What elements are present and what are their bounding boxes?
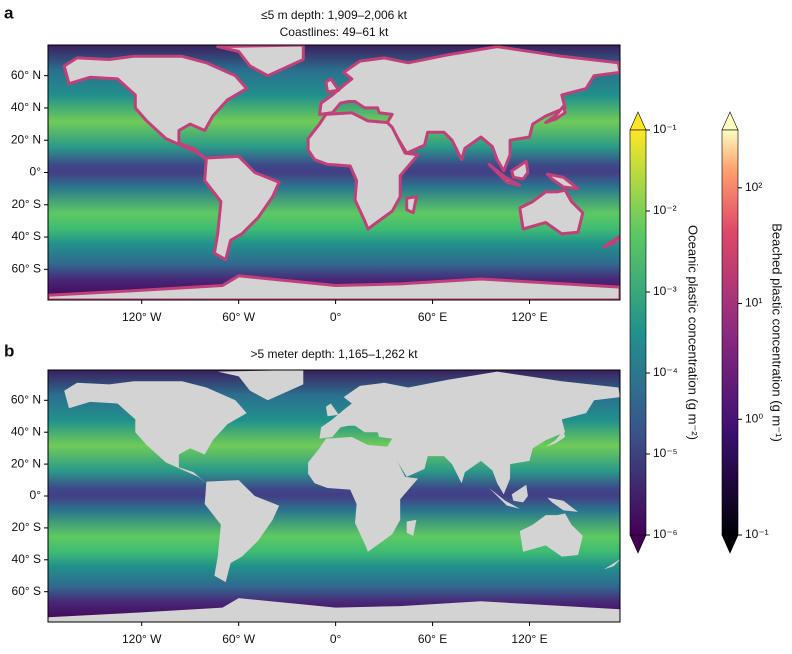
x-tick-label: 60° E bbox=[418, 632, 447, 646]
y-tick-label: 60° N bbox=[11, 68, 41, 82]
colorbar-tick-label: 10¹ bbox=[745, 296, 762, 310]
map bbox=[48, 370, 620, 622]
land bbox=[325, 403, 339, 417]
colorbar-tick-label: 10⁻² bbox=[653, 203, 677, 217]
land bbox=[319, 371, 620, 495]
land bbox=[204, 480, 280, 583]
land bbox=[308, 437, 418, 552]
land bbox=[324, 77, 341, 94]
colorbar-extend bbox=[721, 534, 739, 554]
x-tick-label: 0° bbox=[330, 310, 342, 324]
y-tick-label: 60° S bbox=[12, 584, 41, 598]
land bbox=[48, 598, 620, 622]
x-tick-label: 120° E bbox=[511, 310, 547, 324]
y-tick-label: 0° bbox=[30, 488, 42, 502]
land bbox=[547, 497, 578, 512]
y-tick-label: 20° S bbox=[12, 197, 41, 211]
panel-title: ≤5 m depth: 1,909–2,006 kt bbox=[261, 8, 408, 22]
colorbar-tick-label: 10⁻⁶ bbox=[653, 527, 678, 541]
colorbar-tick-label: 10² bbox=[745, 180, 762, 194]
colorbar-tick-label: 10⁻⁴ bbox=[653, 365, 678, 379]
land bbox=[216, 45, 305, 78]
colorbar-extend bbox=[629, 111, 647, 131]
land bbox=[406, 519, 417, 536]
land bbox=[62, 54, 249, 162]
y-tick-label: 40° N bbox=[11, 424, 41, 438]
land bbox=[519, 513, 583, 557]
colorbar-label: Oceanic plastic concentration (g m⁻²) bbox=[686, 225, 701, 440]
land bbox=[518, 188, 585, 236]
land bbox=[545, 172, 580, 191]
x-tick-label: 120° W bbox=[122, 632, 162, 646]
y-tick-label: 20° N bbox=[11, 132, 41, 146]
land bbox=[545, 430, 566, 447]
colorbar-tick-label: 10⁻⁵ bbox=[653, 446, 678, 460]
panel-title: >5 meter depth: 1,165–1,262 kt bbox=[250, 347, 418, 361]
x-tick-label: 0° bbox=[330, 632, 342, 646]
panel-letter: a bbox=[4, 3, 14, 22]
land bbox=[64, 381, 247, 484]
x-tick-label: 120° E bbox=[511, 632, 547, 646]
land bbox=[510, 159, 530, 181]
land bbox=[306, 111, 420, 231]
colorbar-tick-label: 10⁰ bbox=[745, 411, 763, 425]
colorbar-extend bbox=[629, 534, 647, 554]
colorbar bbox=[629, 129, 647, 536]
colorbar-tick-label: 10⁻¹ bbox=[653, 122, 677, 136]
y-tick-label: 40° N bbox=[11, 100, 41, 114]
y-tick-label: 40° S bbox=[12, 552, 41, 566]
colorbar-label: Beached plastic concentration (g m⁻¹) bbox=[770, 223, 785, 442]
land bbox=[217, 370, 304, 401]
colorbar-extend bbox=[721, 111, 739, 131]
map bbox=[48, 45, 620, 300]
x-tick-label: 60° W bbox=[222, 632, 255, 646]
land bbox=[544, 104, 567, 124]
panel-subtitle: Coastlines: 49–61 kt bbox=[280, 25, 389, 39]
colorbar bbox=[721, 129, 739, 536]
y-tick-label: 40° S bbox=[12, 229, 41, 243]
y-tick-label: 0° bbox=[30, 165, 42, 179]
land bbox=[511, 484, 528, 503]
land bbox=[602, 234, 620, 249]
y-tick-label: 20° S bbox=[12, 520, 41, 534]
colorbar-tick-label: 10⁻³ bbox=[653, 284, 677, 298]
land bbox=[487, 162, 522, 187]
x-tick-label: 60° W bbox=[222, 310, 255, 324]
x-tick-label: 120° W bbox=[122, 310, 162, 324]
land bbox=[203, 154, 281, 262]
land bbox=[405, 195, 418, 215]
x-tick-label: 60° E bbox=[418, 310, 447, 324]
y-tick-label: 60° S bbox=[12, 262, 41, 276]
y-tick-label: 20° N bbox=[11, 456, 41, 470]
land bbox=[318, 45, 620, 173]
panel-letter: b bbox=[4, 341, 14, 360]
colorbar-tick-label: 10⁻¹ bbox=[745, 527, 769, 541]
land bbox=[48, 274, 620, 300]
y-tick-label: 60° N bbox=[11, 392, 41, 406]
